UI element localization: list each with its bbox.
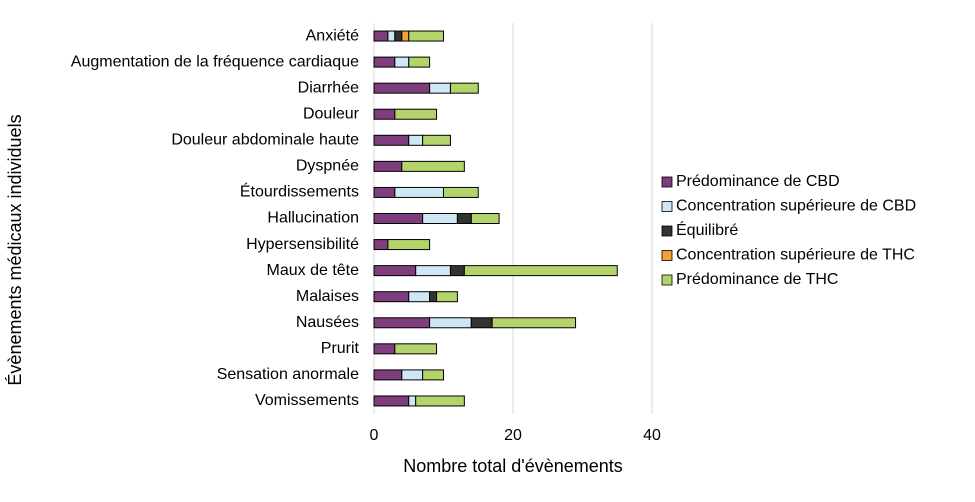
y-tick-label: Vomissements — [255, 392, 359, 409]
bar-segment — [408, 395, 417, 407]
bar-segment — [401, 160, 465, 172]
y-tick-label: Maux de tête — [267, 262, 360, 279]
bar-segment — [408, 56, 431, 68]
bar-segment — [373, 239, 389, 251]
y-tick-label: Nausées — [296, 314, 359, 331]
y-tick-label: Douleur — [303, 105, 360, 122]
legend-swatch — [661, 176, 673, 188]
bar-segment — [373, 134, 410, 146]
bar-segment — [449, 265, 465, 277]
bar-segment — [422, 134, 451, 146]
bar-segment — [422, 213, 458, 224]
y-tick-label: Hypersensibilité — [246, 236, 359, 253]
bar-segment — [443, 186, 479, 198]
bar-segment — [408, 30, 444, 42]
y-tick-label: Malaises — [296, 288, 359, 305]
bar-segment — [422, 369, 444, 381]
legend-swatch — [661, 201, 673, 212]
y-tick-label: Diarrhée — [298, 79, 359, 96]
bar-segment — [387, 30, 396, 42]
bar-segment — [387, 239, 431, 251]
x-tick-label: 20 — [504, 427, 522, 444]
bar-segment — [373, 108, 396, 120]
legend-swatch — [661, 250, 673, 261]
y-tick-label: Dyspnée — [296, 158, 359, 175]
bar-segment — [394, 108, 438, 120]
bar-segment — [373, 317, 431, 329]
bar-segment — [429, 291, 438, 303]
bar-segment — [463, 265, 618, 277]
y-axis-title: Évènements médicaux individuels — [5, 114, 25, 385]
y-tick-label: Prurit — [321, 340, 360, 357]
bar-segment — [401, 30, 410, 42]
x-axis-title: Nombre total d'évènements — [403, 456, 623, 476]
bar-segment — [373, 160, 403, 172]
bar-segment — [415, 395, 465, 407]
bar-segment — [456, 213, 472, 224]
bar-segment — [394, 343, 438, 355]
bar-segment — [429, 82, 451, 94]
legend-label: Concentration supérieure de CBD — [676, 198, 916, 215]
y-tick-label: Sensation anormale — [217, 366, 359, 383]
bar-segment — [373, 395, 410, 407]
bar-segment — [373, 82, 431, 94]
y-tick-label: Hallucination — [267, 210, 359, 227]
bar-segment — [373, 265, 417, 277]
bar-segment — [401, 369, 424, 381]
bar-segment — [470, 213, 500, 224]
x-tick-label: 0 — [370, 427, 379, 444]
bar-segment — [394, 30, 403, 42]
bar-segment — [373, 213, 424, 224]
bar-segment — [449, 82, 479, 94]
x-tick-label: 40 — [643, 427, 661, 444]
legend-swatch — [661, 274, 673, 286]
bar-segment — [373, 369, 403, 381]
bar-segment — [373, 56, 396, 68]
bar-segment — [415, 265, 451, 277]
bar-segment — [429, 317, 472, 329]
bar-segment — [470, 317, 493, 329]
bar-segment — [373, 30, 389, 42]
bar-segment — [408, 134, 424, 146]
bar-segment — [436, 291, 458, 303]
bar-segment — [491, 317, 577, 329]
legend-label: Concentration supérieure de THC — [676, 247, 915, 264]
bar-segment — [373, 186, 396, 198]
bar-segment — [373, 291, 410, 303]
bar-segment — [394, 186, 445, 198]
legend-label: Prédominance de THC — [676, 271, 838, 288]
legend-label: Équilibré — [676, 220, 738, 239]
y-tick-label: Augmentation de la fréquence cardiaque — [71, 53, 359, 70]
y-tick-label: Douleur abdominale haute — [171, 132, 359, 149]
bar-segment — [373, 343, 396, 355]
legend-swatch — [661, 225, 673, 237]
y-tick-label: Étourdissements — [240, 182, 359, 201]
y-tick-label: Anxiété — [306, 27, 359, 44]
bar-segment — [394, 56, 410, 68]
legend-label: Prédominance de CBD — [676, 173, 840, 190]
bar-segment — [408, 291, 431, 303]
